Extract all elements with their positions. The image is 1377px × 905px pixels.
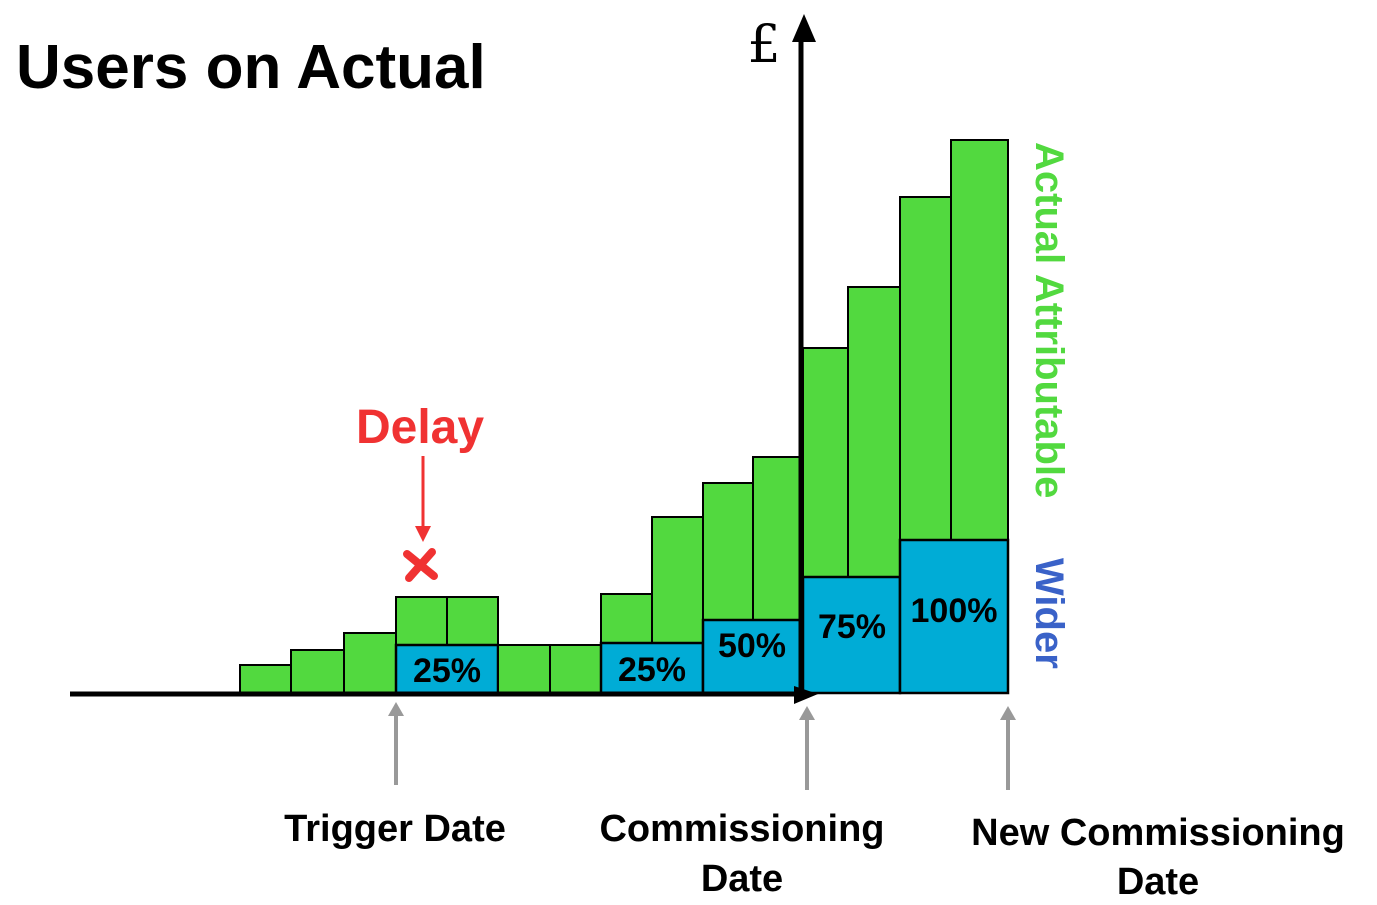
y-axis-arrow: [792, 14, 816, 42]
new-commissioning-date: Date: [1117, 861, 1199, 900]
bar: [600, 593, 653, 644]
wider-block: [394, 643, 500, 695]
segment-label: 100%: [911, 592, 998, 630]
bar: [343, 632, 397, 694]
new-commissioning-date: New Commissioning: [971, 812, 1345, 854]
wider-block: [898, 538, 1010, 695]
trigger-date: Trigger Date: [284, 808, 506, 850]
date-arrows: [388, 702, 1016, 790]
segment-label: 50%: [718, 627, 786, 665]
bar: [239, 664, 292, 694]
wider-block: [701, 618, 805, 695]
bar: [899, 196, 952, 541]
delay-label: Delay: [356, 401, 484, 454]
segment-label: 25%: [413, 652, 481, 690]
bar: [651, 516, 704, 644]
segment-label: 75%: [818, 608, 886, 646]
segment-label: 25%: [618, 651, 686, 689]
delay-arrow-head: [415, 526, 431, 542]
commissioning-date: Commissioning: [599, 808, 884, 850]
title: Users on Actual: [16, 33, 486, 102]
bar: [702, 482, 754, 621]
bar: [549, 644, 602, 694]
bar: [847, 286, 901, 578]
delay-cross: [403, 548, 438, 582]
commissioning-date: Date: [701, 858, 783, 900]
bar: [395, 596, 448, 646]
legend-wider: Wider: [1027, 558, 1071, 669]
bar: [446, 596, 499, 646]
bar: [950, 139, 1009, 541]
legend-actual: Actual Attributable: [1027, 142, 1071, 498]
axis-symbol: £: [747, 15, 780, 75]
bar: [497, 644, 551, 694]
bar: [802, 347, 849, 578]
bar: [290, 649, 345, 694]
bar: [752, 456, 804, 621]
bars: [239, 139, 1010, 695]
